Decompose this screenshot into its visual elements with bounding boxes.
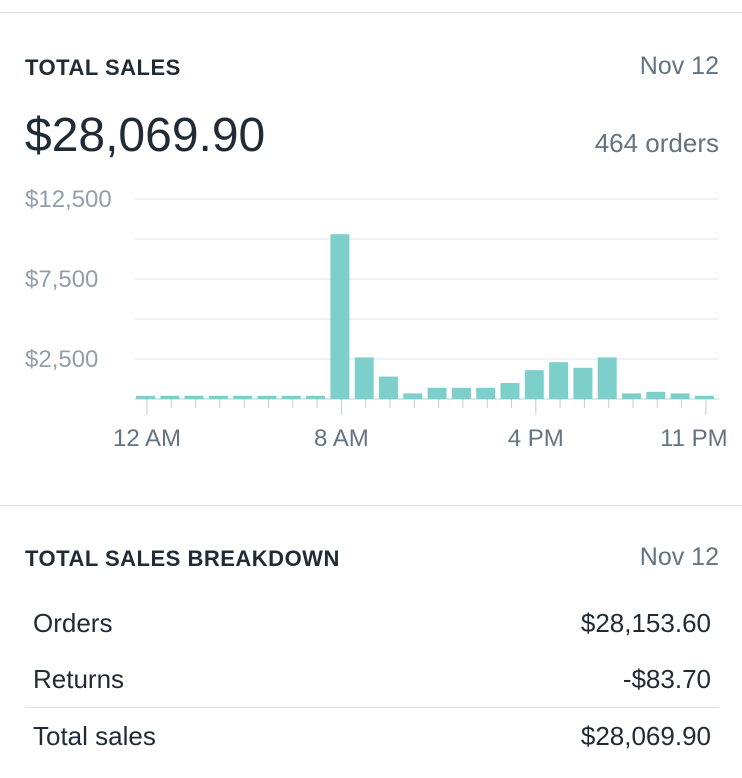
total-sales-amount: $28,069.90 bbox=[25, 109, 266, 162]
bar-9-am[interactable] bbox=[354, 357, 374, 399]
total-sales-date[interactable]: Nov 12 bbox=[639, 52, 719, 80]
breakdown-title: TOTAL SALES BREAKDOWN bbox=[25, 546, 340, 571]
row-label: Orders bbox=[33, 607, 113, 638]
orders-count: 464 orders bbox=[594, 128, 719, 158]
x-tick-label: 11 PM bbox=[660, 425, 728, 452]
bar-4-pm[interactable] bbox=[524, 370, 544, 399]
bar-12-am[interactable] bbox=[136, 395, 155, 399]
top-divider bbox=[0, 12, 742, 13]
bar-1-am[interactable] bbox=[160, 395, 180, 399]
bar-2-pm[interactable] bbox=[476, 387, 496, 399]
sales-bar-chart: $12,500 $7,500 $2,500 12 AM 8 AM 4 PM 11 PM bbox=[25, 186, 728, 452]
row-value: $28,153.60 bbox=[580, 607, 711, 638]
bar-6-pm[interactable] bbox=[573, 367, 593, 399]
row-value: -$83.70 bbox=[622, 663, 711, 694]
row-label: Total sales bbox=[33, 720, 156, 751]
bar-4-am[interactable] bbox=[233, 395, 253, 399]
breakdown-row-orders: Orders $28,153.60 bbox=[25, 595, 719, 651]
x-tick-label: 8 AM bbox=[314, 425, 369, 452]
row-label: Returns bbox=[33, 663, 125, 694]
bar-3-am[interactable] bbox=[208, 395, 228, 399]
y-tick-label: $2,500 bbox=[25, 346, 98, 373]
y-tick-label: $7,500 bbox=[25, 266, 98, 293]
x-tick-label: 12 AM bbox=[113, 425, 181, 452]
bar-5-pm[interactable] bbox=[549, 362, 569, 399]
bar-1-pm[interactable] bbox=[451, 387, 471, 399]
bar-7-am[interactable] bbox=[306, 395, 326, 399]
bar-2-am[interactable] bbox=[184, 395, 204, 399]
section-divider bbox=[0, 505, 742, 506]
bar-11-pm[interactable] bbox=[694, 395, 714, 399]
bar-10-am[interactable] bbox=[379, 376, 398, 399]
breakdown-table: Orders $28,153.60 Returns -$83.70 Total … bbox=[25, 595, 719, 764]
breakdown-date[interactable]: Nov 12 bbox=[639, 543, 719, 571]
bar-5-am[interactable] bbox=[257, 395, 277, 399]
row-value: $28,069.90 bbox=[580, 720, 711, 751]
bar-12-pm[interactable] bbox=[427, 387, 447, 399]
bar-11-am[interactable] bbox=[403, 393, 423, 399]
bar-9-pm[interactable] bbox=[646, 391, 666, 399]
bar-6-am[interactable] bbox=[281, 395, 301, 399]
breakdown-row-total: Total sales $28,069.90 bbox=[25, 707, 719, 764]
breakdown-row-returns: Returns -$83.70 bbox=[25, 651, 719, 707]
x-tick-label: 4 PM bbox=[508, 425, 564, 452]
bar-10-pm[interactable] bbox=[670, 393, 690, 399]
bar-8-am[interactable] bbox=[330, 234, 350, 399]
bar-7-pm[interactable] bbox=[597, 357, 617, 399]
bar-8-pm[interactable] bbox=[622, 393, 641, 399]
total-sales-title: TOTAL SALES bbox=[25, 55, 181, 80]
bar-3-pm[interactable] bbox=[500, 383, 520, 399]
y-tick-label: $12,500 bbox=[25, 186, 112, 213]
